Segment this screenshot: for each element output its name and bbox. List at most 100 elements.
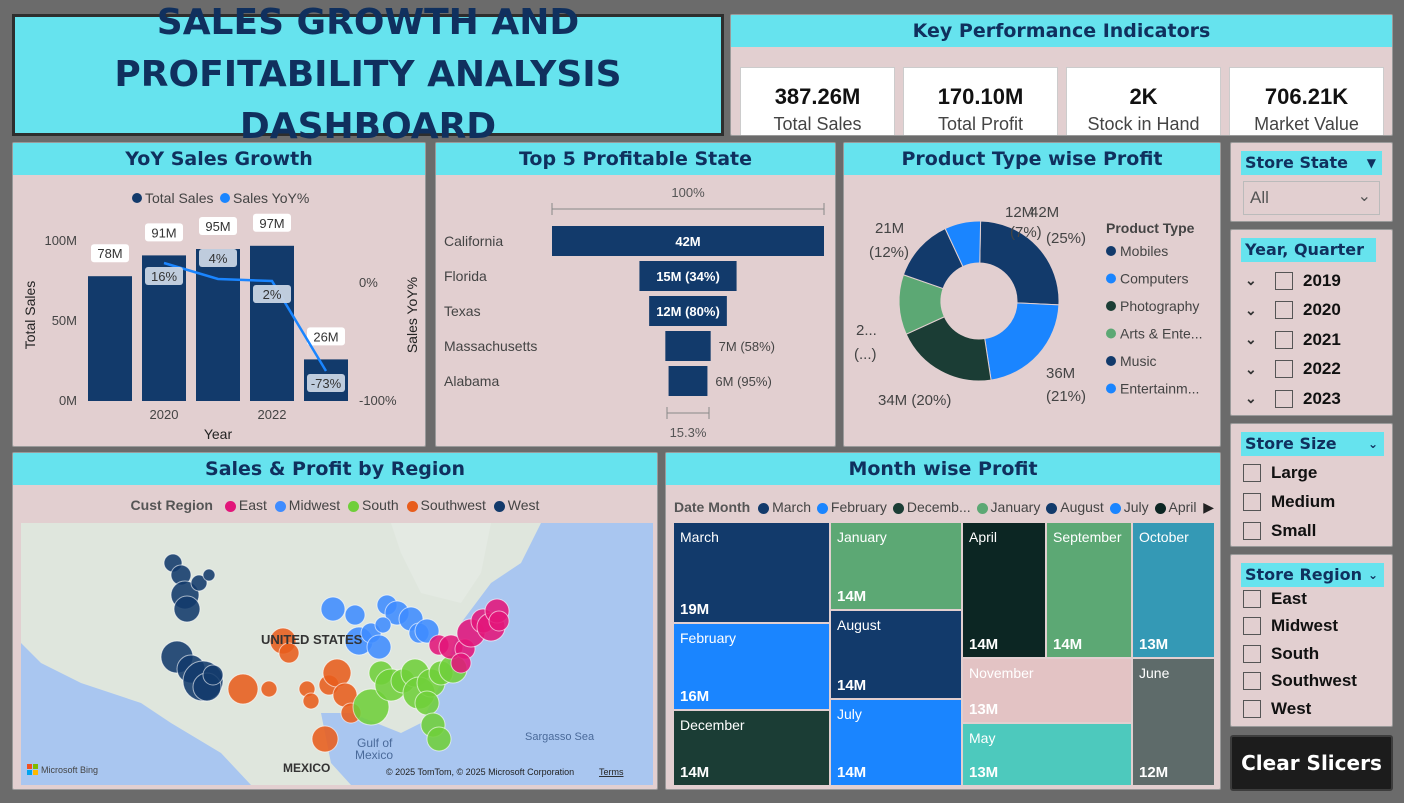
- slice-label: (12%): [869, 244, 909, 261]
- region-bubble[interactable]: [227, 673, 259, 705]
- month-treemap[interactable]: March 19M February 16M December 14M January 14M…: [674, 523, 1216, 787]
- region-bubble[interactable]: [344, 604, 366, 626]
- tile-month: March: [680, 529, 719, 545]
- region-option[interactable]: West: [1231, 695, 1392, 723]
- size-option[interactable]: Medium: [1231, 487, 1392, 516]
- store-state-slicer[interactable]: Store State ▼ All ⌄: [1230, 142, 1393, 222]
- legend-next-icon[interactable]: ▶: [1203, 499, 1214, 515]
- kpi-total-sales[interactable]: 387.26M Total Sales: [740, 67, 895, 135]
- checkbox[interactable]: [1243, 644, 1261, 663]
- treemap-tile-april[interactable]: April 14M: [963, 523, 1045, 657]
- treemap-tile-october[interactable]: October 13M: [1133, 523, 1214, 657]
- pct-label: 4%: [209, 251, 228, 266]
- state-bar[interactable]: [639, 261, 737, 291]
- top5-panel[interactable]: Top 5 Profitable State 100% California 42…: [435, 142, 836, 447]
- chevron-down-icon[interactable]: ⌄: [1367, 437, 1378, 451]
- region-bubble[interactable]: [311, 725, 339, 753]
- yoy-bar[interactable]: [196, 249, 240, 401]
- chevron-down-icon[interactable]: ⌄: [1245, 360, 1257, 377]
- terms-link[interactable]: Terms: [599, 767, 624, 777]
- region-bubble[interactable]: [202, 664, 224, 686]
- region-bubble[interactable]: [278, 642, 300, 664]
- treemap-tile-july[interactable]: July 14M: [831, 700, 961, 785]
- treemap-tile-march[interactable]: March 19M: [674, 523, 829, 622]
- checkbox[interactable]: [1243, 521, 1261, 540]
- region-bubble[interactable]: [488, 610, 510, 632]
- chevron-down-icon[interactable]: ⌄: [1245, 301, 1257, 318]
- chevron-down-icon[interactable]: ▼: [1366, 156, 1376, 170]
- checkbox[interactable]: [1243, 589, 1261, 608]
- checkbox[interactable]: [1243, 492, 1261, 511]
- chevron-down-icon[interactable]: ⌄: [1245, 272, 1257, 289]
- treemap-tile-february[interactable]: February 16M: [674, 624, 829, 709]
- region-bubble[interactable]: [202, 568, 216, 582]
- checkbox[interactable]: [1275, 360, 1293, 379]
- checkbox[interactable]: [1275, 330, 1293, 349]
- product-donut[interactable]: 12M (7%) 42M 42M (25%) 36M (21%) 34M (20…: [844, 175, 1221, 447]
- year-2022-row[interactable]: ⌄ 2022: [1231, 355, 1392, 385]
- region-option[interactable]: Southwest: [1231, 668, 1392, 696]
- store-size-slicer[interactable]: Store Size ⌄ Large Medium Small: [1230, 423, 1393, 547]
- treemap-tile-june[interactable]: June 12M: [1133, 659, 1214, 785]
- year-2020-row[interactable]: ⌄ 2020: [1231, 296, 1392, 326]
- treemap-tile-november[interactable]: November 13M: [963, 659, 1131, 722]
- treemap-tile-august[interactable]: August 14M: [831, 611, 961, 698]
- year-quarter-slicer[interactable]: Year, Quarter ⌄ 2019 ⌄ 2020 ⌄ 2021 ⌄ 2022 ⌄ 2…: [1230, 229, 1393, 416]
- treemap-tile-december[interactable]: December 14M: [674, 711, 829, 785]
- kpi-market-value[interactable]: 706.21K Market Value: [1229, 67, 1384, 135]
- kpi-stock-in-hand[interactable]: 2K Stock in Hand: [1066, 67, 1221, 135]
- checkbox[interactable]: [1243, 617, 1261, 636]
- region-bubble[interactable]: [426, 726, 452, 752]
- yoy-panel[interactable]: YoY Sales Growth Total Sales Sales YoY% …: [12, 142, 426, 447]
- region-bubble[interactable]: [414, 690, 440, 716]
- treemap-tile-september[interactable]: September 14M: [1047, 523, 1131, 657]
- yoy-bar[interactable]: [250, 245, 294, 401]
- product-panel[interactable]: Product Type wise Profit 12M (7%) 42M 42…: [843, 142, 1221, 447]
- state-bar[interactable]: [665, 331, 711, 361]
- region-option[interactable]: South: [1231, 640, 1392, 668]
- clear-slicers-button[interactable]: Clear Slicers: [1230, 735, 1393, 791]
- state-bar[interactable]: [552, 226, 824, 256]
- region-bubble[interactable]: [366, 634, 392, 660]
- year-2019-row[interactable]: ⌄ 2019: [1231, 266, 1392, 296]
- donut-slice[interactable]: [944, 220, 982, 268]
- state-bar[interactable]: [649, 296, 727, 326]
- chevron-down-icon[interactable]: ⌄: [1367, 568, 1378, 582]
- donut-slice[interactable]: [979, 220, 1060, 306]
- region-bubble[interactable]: [260, 680, 278, 698]
- checkbox[interactable]: [1243, 672, 1261, 691]
- region-bubble[interactable]: [173, 595, 201, 623]
- store-region-slicer[interactable]: Store Region ⌄ East Midwest South Southwe…: [1230, 554, 1393, 727]
- region-bubble[interactable]: [374, 616, 392, 634]
- state-bar[interactable]: [668, 366, 708, 396]
- treemap-tile-may[interactable]: May 13M: [963, 724, 1131, 785]
- checkbox[interactable]: [1275, 389, 1293, 408]
- checkbox[interactable]: [1275, 271, 1293, 290]
- region-bubble[interactable]: [190, 574, 208, 592]
- chevron-down-icon[interactable]: ⌄: [1245, 390, 1257, 407]
- checkbox[interactable]: [1275, 301, 1293, 320]
- region-bubble[interactable]: [352, 688, 390, 726]
- treemap-tile-january[interactable]: January 14M: [831, 523, 961, 609]
- region-bubble[interactable]: [450, 652, 472, 674]
- region-option[interactable]: East: [1231, 585, 1392, 613]
- size-option[interactable]: Large: [1231, 458, 1392, 487]
- region-map[interactable]: UNITED STATES MEXICO Gulf of Mexico Sarg…: [21, 523, 653, 785]
- year-2021-row[interactable]: ⌄ 2021: [1231, 325, 1392, 355]
- yoy-bar[interactable]: [88, 276, 132, 401]
- year-2023-row[interactable]: ⌄ 2023: [1231, 384, 1392, 414]
- region-bubble[interactable]: [320, 596, 346, 622]
- size-option[interactable]: Small: [1231, 516, 1392, 545]
- store-state-dropdown[interactable]: All ⌄: [1243, 181, 1380, 215]
- chevron-down-icon[interactable]: ⌄: [1245, 331, 1257, 348]
- checkbox[interactable]: [1243, 699, 1261, 718]
- top5-chart[interactable]: 100% California 42M Florida 15M (34%) Texas 1…: [436, 175, 836, 447]
- region-bubble[interactable]: [302, 692, 320, 710]
- kpi-total-profit[interactable]: 170.10M Total Profit: [903, 67, 1058, 135]
- month-panel[interactable]: Month wise Profit Date Month March Febru…: [665, 452, 1221, 790]
- yoy-chart[interactable]: Total Sales Sales YoY% 100M 50M 0M 0% -1…: [13, 175, 426, 447]
- checkbox[interactable]: [1243, 463, 1261, 482]
- region-option[interactable]: Midwest: [1231, 613, 1392, 641]
- tile-month: July: [837, 706, 862, 722]
- region-map-panel[interactable]: Sales & Profit by Region Cust Region Eas…: [12, 452, 658, 790]
